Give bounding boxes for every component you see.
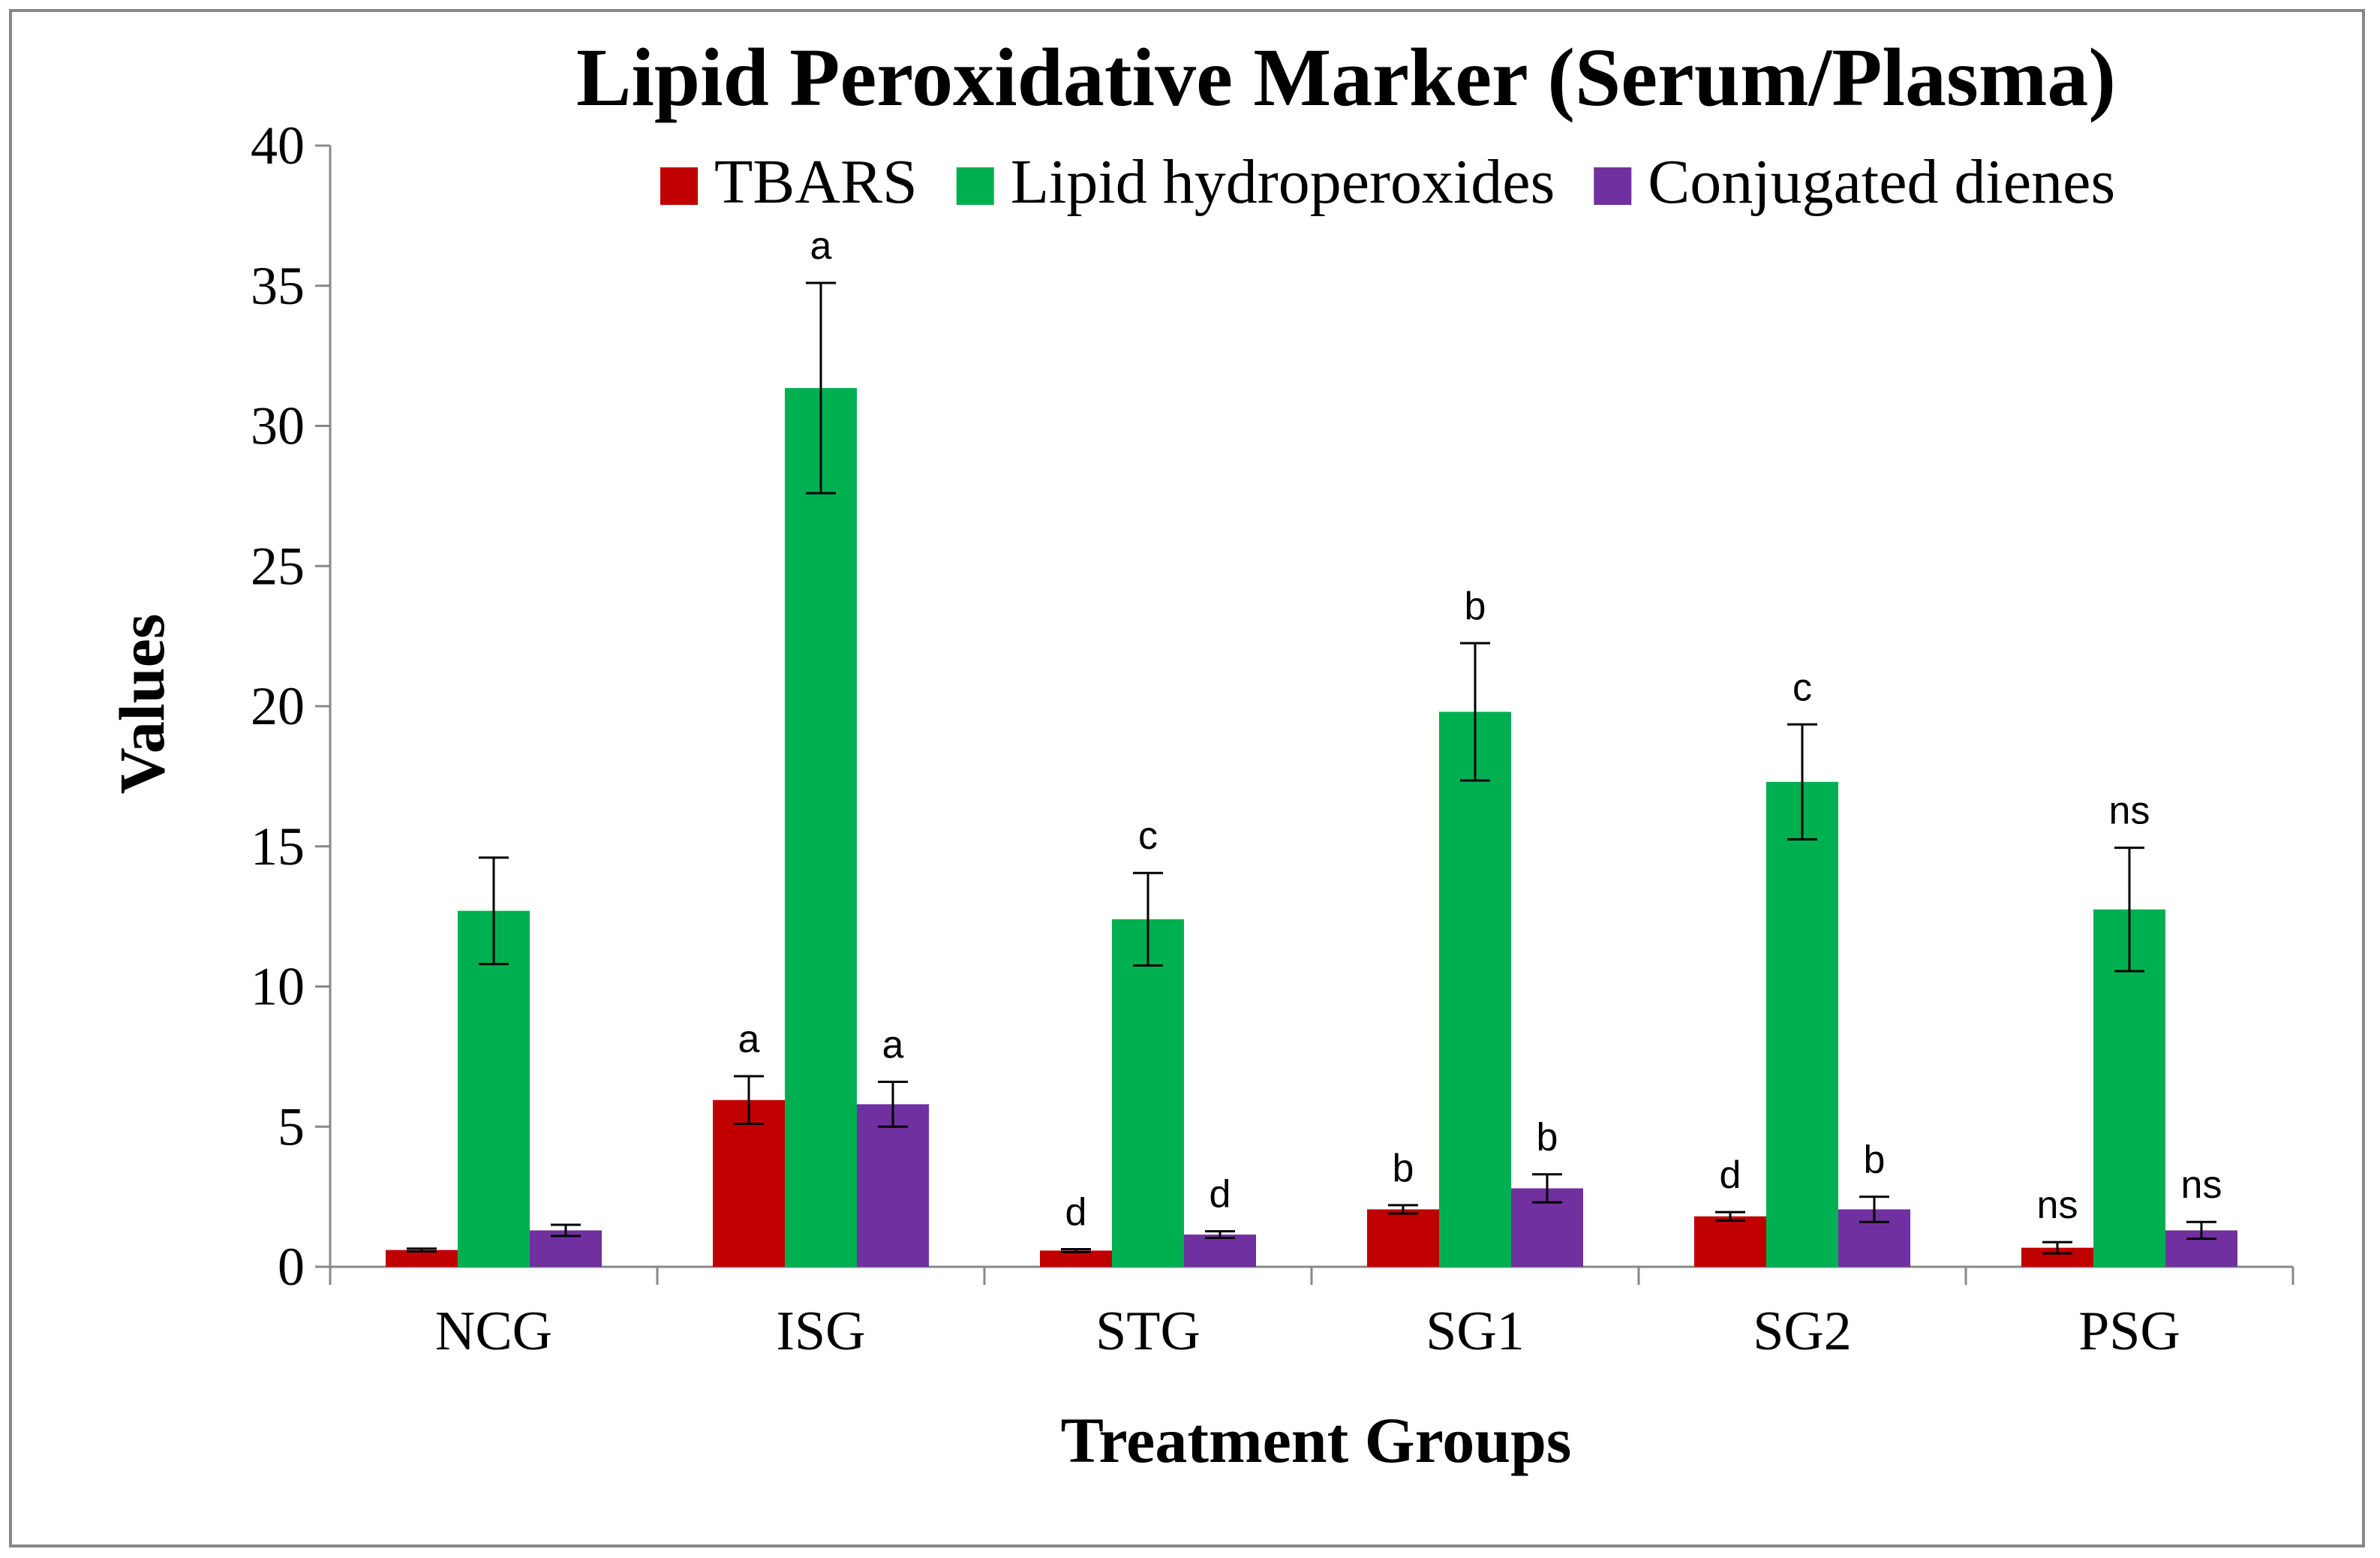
bar-lipid-hydroperoxides-sg1 [1439,711,1511,1267]
legend-item: TBARS [660,147,918,217]
bar-lipid-hydroperoxides-isg [785,388,857,1267]
error-bar [2114,847,2144,973]
error-bar [878,1080,908,1128]
error-bar [407,1247,437,1253]
error-bar [2042,1241,2072,1255]
significance-letter: c [1793,666,1812,709]
error-bar [1715,1211,1745,1222]
x-tick-label: STG [1095,1301,1201,1362]
error-bar [1388,1204,1418,1215]
bar-tbars-stg [1040,1250,1112,1267]
error-bar [2186,1220,2216,1241]
significance-letter: a [882,1023,904,1066]
significance-letter: d [1065,1190,1087,1234]
significance-letter: b [1465,585,1486,628]
error-bars [407,281,2216,1255]
error-bar [1859,1196,1889,1223]
error-bar [1532,1173,1562,1204]
significance-letter: b [1393,1147,1414,1190]
bar-lipid-hydroperoxides-stg [1112,919,1184,1267]
y-axis: 0 5 10 15 20 25 30 35 40 [251,116,332,1297]
significance-letter: ns [2181,1163,2222,1207]
x-tick-label: NCG [435,1301,552,1362]
significance-letter: b [1537,1116,1558,1159]
significance-letter: a [738,1018,760,1061]
x-tick-label: SG2 [1753,1301,1852,1362]
legend-label: TBARS [714,147,918,217]
legend-label: Lipid hydroperoxides [1011,147,1555,217]
bar-conjugated-dienes-isg [857,1104,929,1267]
legend-item: Conjugated dienes [1594,147,2115,217]
bar-tbars-ncg [386,1250,458,1267]
x-axis: NCG ISG STG SG1 SG2 PSG [329,1265,2294,1362]
significance-letter: b [1864,1138,1886,1182]
error-bar [734,1075,764,1126]
y-axis-label: Values [106,614,178,795]
y-tick-label: 35 [251,256,305,316]
legend: TBARS Lipid hydroperoxides Conjugated dien… [660,147,2115,217]
y-tick-label: 0 [278,1237,305,1297]
significance-letter: d [1210,1173,1231,1217]
y-tick-label: 20 [251,676,305,736]
error-bar [479,856,509,966]
legend-swatch [660,167,698,205]
bar-lipid-hydroperoxides-sg2 [1766,781,1838,1267]
y-tick-label: 10 [251,957,305,1017]
significance-letters: a d b d ns a c b c ns a d b b ns [738,224,2222,1234]
error-bar [1205,1230,1235,1240]
error-bar [806,281,836,495]
chart-frame [9,9,2365,1547]
significance-letter: c [1138,814,1158,858]
chart-title: Lipid Peroxidative Marker (Serum/Plasma) [576,32,2116,123]
x-axis-label: Treatment Groups [1061,1404,1572,1476]
bar-tbars-sg1 [1367,1209,1439,1267]
y-tick-label: 15 [251,817,305,877]
legend-swatch [956,167,994,205]
bar-tbars-isg [713,1099,785,1267]
legend-swatch [1594,167,1632,205]
y-tick-label: 40 [251,116,305,176]
y-tick-label: 25 [251,536,305,596]
legend-item: Lipid hydroperoxides [956,147,1555,217]
significance-letter: ns [2109,790,2150,833]
error-bar [1460,642,1490,782]
significance-letter: d [1720,1153,1741,1197]
bar-lipid-hydroperoxides-ncg [458,910,530,1267]
y-tick-label: 30 [251,396,305,456]
error-bar [1133,871,1163,967]
significance-letter: ns [2037,1184,2078,1227]
error-bar [1787,723,1817,841]
bars [386,388,2237,1267]
x-tick-label: ISG [776,1301,865,1362]
x-tick-label: PSG [2078,1301,2180,1362]
y-tick-label: 5 [278,1096,305,1156]
x-tick-label: SG1 [1426,1301,1525,1362]
bar-tbars-sg2 [1694,1216,1766,1267]
legend-label: Conjugated dienes [1648,147,2115,217]
significance-letter: a [810,224,832,268]
error-bar [1061,1247,1091,1253]
error-bar [551,1223,581,1238]
bar-conjugated-dienes-stg [1184,1235,1256,1267]
